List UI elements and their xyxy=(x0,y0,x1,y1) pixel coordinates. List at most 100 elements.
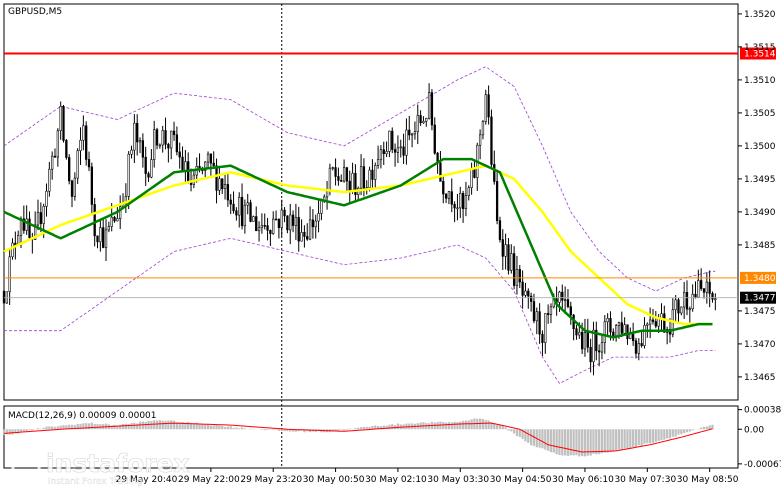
candle xyxy=(161,125,164,153)
candle xyxy=(104,219,108,261)
candle xyxy=(178,142,181,169)
candle xyxy=(226,173,230,207)
candle xyxy=(702,288,706,299)
y-tick-label: 1.3515 xyxy=(744,43,776,53)
candle xyxy=(631,322,635,346)
candle xyxy=(694,281,697,299)
candle xyxy=(447,190,451,205)
candle xyxy=(342,159,346,183)
candle xyxy=(306,223,309,241)
candle xyxy=(507,238,510,275)
candle xyxy=(99,221,102,252)
price-plot-frame xyxy=(3,3,739,401)
candle xyxy=(272,211,275,235)
candle xyxy=(708,270,711,308)
candle xyxy=(76,148,79,184)
candle xyxy=(85,121,88,166)
chart-title: GBPUSD,M5 xyxy=(8,7,62,17)
candle xyxy=(388,130,391,158)
candle xyxy=(376,145,380,169)
y-tick-label: 1.3475 xyxy=(744,307,776,317)
candle xyxy=(444,193,448,204)
candle xyxy=(529,292,533,312)
x-tick-label: 30 May 04:50 xyxy=(490,475,552,485)
candle xyxy=(249,199,252,223)
candle xyxy=(467,185,470,201)
candle xyxy=(518,265,521,288)
candle xyxy=(107,221,111,233)
candle xyxy=(28,211,31,241)
candle xyxy=(484,89,487,125)
candle xyxy=(289,203,292,245)
candle xyxy=(73,172,76,201)
candle xyxy=(204,161,207,180)
x-tick-label: 30 May 03:30 xyxy=(427,475,489,485)
candle xyxy=(133,114,136,164)
candle xyxy=(374,162,377,189)
candle xyxy=(478,129,482,160)
y-tick-label: 1.3490 xyxy=(744,208,776,218)
watermark: instaforex Instant Forex Trading xyxy=(10,447,190,487)
candle xyxy=(495,169,499,225)
yellow-moving-average xyxy=(3,164,713,326)
envelope-lower-line xyxy=(4,237,716,385)
candle xyxy=(654,311,657,329)
candle xyxy=(643,317,646,349)
candle xyxy=(430,89,434,131)
y-tick-label: 1.3500 xyxy=(744,142,776,152)
candle xyxy=(82,115,85,151)
price-level-tag xyxy=(740,271,776,284)
candle xyxy=(385,141,388,158)
candle xyxy=(280,199,283,237)
candle xyxy=(589,338,592,373)
candle xyxy=(461,190,465,223)
candle xyxy=(153,120,156,168)
candle xyxy=(396,135,400,164)
y-tick-label: 1.3520 xyxy=(744,10,776,20)
candle xyxy=(371,159,374,190)
x-tick-label: 30 May 06:10 xyxy=(552,475,614,485)
macd-title: MACD(12,26,9) 0.00009 0.00001 xyxy=(8,411,157,421)
candle xyxy=(442,175,445,204)
candle xyxy=(714,293,717,311)
candle xyxy=(345,166,349,194)
candle xyxy=(45,183,48,217)
candle xyxy=(393,143,397,167)
candle xyxy=(141,133,145,168)
candle xyxy=(527,288,530,309)
candle xyxy=(206,151,210,170)
candle xyxy=(379,145,383,169)
candle xyxy=(583,318,587,357)
candle xyxy=(286,215,289,234)
candle xyxy=(167,142,170,163)
candle xyxy=(243,199,247,234)
candle xyxy=(413,121,417,140)
candle xyxy=(674,295,677,322)
macd-plot-frame xyxy=(3,405,739,469)
candle xyxy=(212,151,215,169)
x-tick-label: 29 May 20:40 xyxy=(116,475,178,485)
candle xyxy=(501,229,504,270)
candle xyxy=(255,206,258,232)
candle xyxy=(433,117,436,155)
candle xyxy=(487,85,490,125)
candle xyxy=(252,215,255,222)
candle xyxy=(575,324,578,340)
y-tick-label: 1.3510 xyxy=(744,76,776,86)
candle xyxy=(136,114,139,156)
candle xyxy=(39,202,42,233)
candle xyxy=(308,206,312,241)
candle xyxy=(11,238,14,260)
candle xyxy=(419,110,422,126)
current-price-label: 1.3477 xyxy=(744,294,776,304)
candle xyxy=(218,166,221,196)
candle xyxy=(269,229,272,246)
candle xyxy=(408,115,411,141)
candle xyxy=(79,127,82,165)
candle xyxy=(130,145,133,159)
candle xyxy=(257,221,261,242)
candle xyxy=(512,246,516,290)
candle xyxy=(459,186,462,219)
candle xyxy=(416,104,419,145)
